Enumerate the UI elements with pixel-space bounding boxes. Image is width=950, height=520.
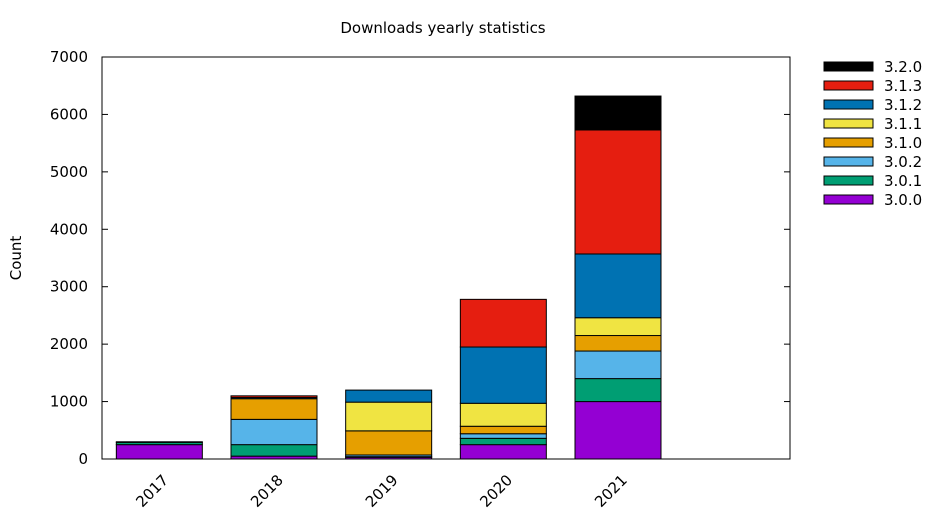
bar-segment-2020-3-1-0	[459, 425, 547, 435]
legend-label-3-0-0: 3.0.0	[884, 191, 922, 209]
bar-segment-2021-3-1-1	[574, 317, 662, 337]
bar-segment-2021-3-1-2	[574, 253, 662, 319]
legend-label-3-1-3: 3.1.3	[884, 77, 922, 95]
bar-segment-2020-3-0-0	[459, 444, 547, 460]
bar-segment-2018-3-0-1	[230, 444, 318, 457]
legend-label-3-2-0: 3.2.0	[884, 58, 922, 76]
bar-segment-2017-3-0-0	[115, 444, 203, 460]
y-tick-label: 4000	[50, 220, 88, 238]
legend-swatch-3-1-1	[823, 118, 874, 129]
y-tick-label: 0	[78, 450, 88, 468]
y-tick-label: 1000	[50, 393, 88, 411]
legend-label-3-0-1: 3.0.1	[884, 172, 922, 190]
bars-group	[115, 95, 662, 460]
bar-segment-2020-3-0-1	[459, 437, 547, 446]
legend-label-3-1-0: 3.1.0	[884, 134, 922, 152]
bar-segment-2021-3-0-1	[574, 378, 662, 403]
bar-segment-2018-3-1-0	[230, 398, 318, 420]
legend-swatch-3-0-0	[823, 194, 874, 205]
bar-segment-2021-3-0-0	[574, 401, 662, 460]
x-tick-label: 2021	[591, 471, 631, 511]
bar-segment-2021-3-2-0	[574, 95, 662, 131]
bar-segment-2020-3-0-2	[459, 433, 547, 439]
bar-segment-2021-3-1-0	[574, 335, 662, 352]
chart-title: Downloads yearly statistics	[340, 19, 545, 37]
plot-frame	[101, 56, 791, 460]
legend-swatch-3-0-1	[823, 175, 874, 186]
legend-label-3-0-2: 3.0.2	[884, 153, 922, 171]
bar-segment-2019-3-1-1	[345, 401, 433, 432]
y-axis-label: Count	[7, 236, 25, 281]
legend-swatch-3-1-2	[823, 99, 874, 110]
y-tick-label: 5000	[50, 163, 88, 181]
legend-label-3-1-2: 3.1.2	[884, 96, 922, 114]
bar-segment-2020-3-1-2	[459, 346, 547, 404]
y-tick-label: 3000	[50, 278, 88, 296]
legend: 3.2.03.1.33.1.23.1.13.1.03.0.23.0.13.0.0	[823, 58, 922, 209]
y-tick-label: 7000	[50, 48, 88, 66]
x-tick-label: 2020	[476, 471, 516, 511]
bar-segment-2018-3-1-3	[230, 395, 318, 399]
bar-segment-2018-3-0-2	[230, 418, 318, 446]
bar-segment-2021-3-1-3	[574, 129, 662, 255]
bar-segment-2019-3-1-2	[345, 389, 433, 403]
x-tick-label: 2017	[132, 471, 172, 511]
legend-label-3-1-1: 3.1.1	[884, 115, 922, 133]
bar-segment-2019-3-1-0	[345, 430, 433, 456]
legend-swatch-3-2-0	[823, 61, 874, 72]
legend-swatch-3-0-2	[823, 156, 874, 167]
legend-swatch-3-1-0	[823, 137, 874, 148]
bar-segment-2020-3-1-1	[459, 402, 547, 427]
bar-segment-2017-3-0-2	[115, 441, 203, 443]
y-tick-label: 2000	[50, 335, 88, 353]
bar-segment-2021-3-0-2	[574, 350, 662, 380]
y-tick-label: 6000	[50, 105, 88, 123]
x-tick-label: 2019	[362, 471, 402, 511]
bar-segment-2020-3-1-3	[459, 298, 547, 348]
x-tick-label: 2018	[247, 471, 287, 511]
legend-swatch-3-1-3	[823, 80, 874, 91]
